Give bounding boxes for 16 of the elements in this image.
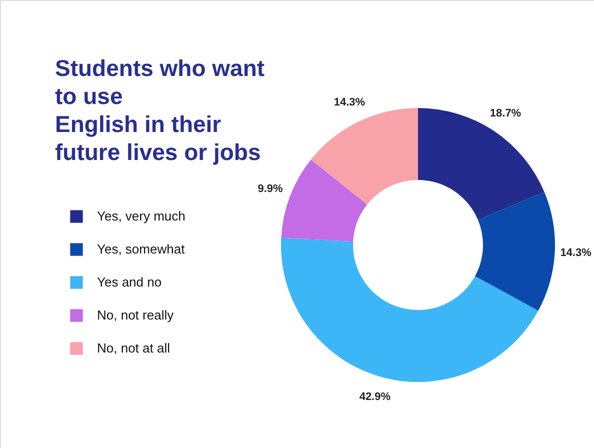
legend-label: Yes and no: [97, 274, 162, 290]
data-label: 14.3%: [334, 96, 366, 109]
legend-label: Yes, somewhat: [97, 242, 186, 256]
donut-slice: [418, 108, 544, 220]
data-label: 42.9%: [359, 391, 391, 404]
legend-label: No, not really: [97, 308, 174, 322]
donut-slice: [281, 238, 538, 382]
data-label: 14.3%: [560, 247, 592, 260]
data-label: 9.9%: [258, 182, 284, 195]
legend-label: No, not at all: [97, 340, 170, 356]
donut-slice: [281, 160, 368, 242]
data-label: 18.7%: [490, 107, 522, 120]
chart-title: Students who want to use English in their future lives or jobs: [55, 55, 265, 165]
legend-label: Yes, very much: [97, 208, 186, 224]
donut-slice: [310, 108, 418, 204]
donut-slice: [475, 192, 555, 311]
